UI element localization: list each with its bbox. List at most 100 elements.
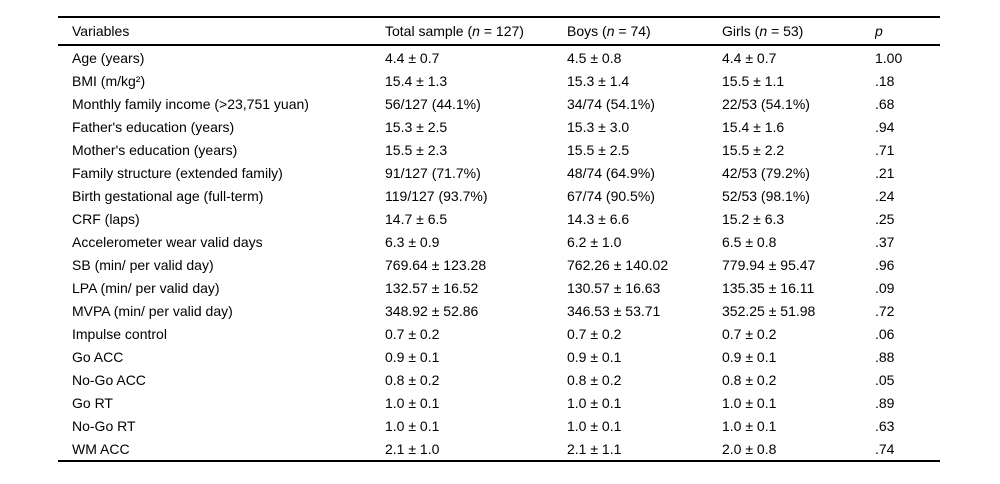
table-row: MVPA (min/ per valid day) 348.92 ± 52.86 3… <box>58 299 940 322</box>
cell-variable: No-Go ACC <box>72 371 146 388</box>
cell-total: 56/127 (44.1%) <box>385 95 481 112</box>
cell-girls: 22/53 (54.1%) <box>722 95 810 112</box>
cell-variable: Go RT <box>72 394 113 411</box>
table-row: Monthly family income (>23,751 yuan) 56/1… <box>58 92 940 115</box>
table-row: WM ACC 2.1 ± 1.0 2.1 ± 1.1 2.0 ± 0.8 .74 <box>58 437 940 461</box>
cell-total: 132.57 ± 16.52 <box>385 279 479 296</box>
cell-p: .89 <box>875 394 895 411</box>
table-row: BMI (m/kg²) 15.4 ± 1.3 15.3 ± 1.4 15.5 ± 1.… <box>58 69 940 92</box>
cell-boys: 2.1 ± 1.1 <box>567 440 622 457</box>
header-label-part: Total sample ( <box>385 23 473 39</box>
cell-boys: 14.3 ± 6.6 <box>567 210 630 227</box>
cell-total: 0.9 ± 0.1 <box>385 348 440 365</box>
cell-boys: 130.57 ± 16.63 <box>567 279 661 296</box>
cell-p: .63 <box>875 417 895 434</box>
table-body: Age (years) 4.4 ± 0.7 4.5 ± 0.8 4.4 ± 0.7 1.… <box>58 45 940 461</box>
cell-girls: 15.4 ± 1.6 <box>722 118 785 135</box>
column-header-p: p <box>875 17 940 46</box>
cell-p: .06 <box>875 325 895 342</box>
cell-total: 1.0 ± 0.1 <box>385 417 440 434</box>
cell-girls: 1.0 ± 0.1 <box>722 394 777 411</box>
cell-boys: 48/74 (64.9%) <box>567 164 655 181</box>
cell-boys: 15.3 ± 1.4 <box>567 72 630 89</box>
header-label-part: Girls ( <box>722 23 760 39</box>
cell-variable: Father's education (years) <box>72 118 235 135</box>
table-row: Birth gestational age (full-term) 119/127… <box>58 184 940 207</box>
header-label: Variables <box>72 23 130 39</box>
cell-girls: 15.5 ± 2.2 <box>722 141 785 158</box>
table-row: Go RT 1.0 ± 0.1 1.0 ± 0.1 1.0 ± 0.1 .89 <box>58 391 940 414</box>
cell-girls: 2.0 ± 0.8 <box>722 440 777 457</box>
header-label-part: = 74) <box>614 23 651 39</box>
cell-boys: 6.2 ± 1.0 <box>567 233 622 250</box>
header-label-part: = 53) <box>767 23 804 39</box>
cell-boys: 0.8 ± 0.2 <box>567 371 622 388</box>
cell-total: 0.8 ± 0.2 <box>385 371 440 388</box>
cell-girls: 4.4 ± 0.7 <box>722 49 777 66</box>
statistics-table: Variables Total sample (n = 127) Boys (n… <box>58 16 940 462</box>
cell-girls: 52/53 (98.1%) <box>722 187 810 204</box>
table-row: Mother's education (years) 15.5 ± 2.3 15.5… <box>58 138 940 161</box>
cell-p: .25 <box>875 210 895 227</box>
cell-girls: 1.0 ± 0.1 <box>722 417 777 434</box>
cell-p: .18 <box>875 72 895 89</box>
cell-p: .05 <box>875 371 895 388</box>
cell-variable: WM ACC <box>72 440 130 457</box>
cell-p: .72 <box>875 302 895 319</box>
cell-variable: LPA (min/ per valid day) <box>72 279 220 296</box>
cell-variable: Impulse control <box>72 325 167 342</box>
table-row: No-Go ACC 0.8 ± 0.2 0.8 ± 0.2 0.8 ± 0.2 .05 <box>58 368 940 391</box>
cell-boys: 762.26 ± 140.02 <box>567 256 669 273</box>
header-row: Variables Total sample (n = 127) Boys (n… <box>58 17 940 46</box>
cell-boys: 67/74 (90.5%) <box>567 187 655 204</box>
cell-boys: 4.5 ± 0.8 <box>567 49 622 66</box>
table-row: SB (min/ per valid day) 769.64 ± 123.28 76… <box>58 253 940 276</box>
table-row: Accelerometer wear valid days 6.3 ± 0.9 6.… <box>58 230 940 253</box>
cell-total: 769.64 ± 123.28 <box>385 256 487 273</box>
cell-variable: BMI (m/kg²) <box>72 72 146 89</box>
cell-variable: Family structure (extended family) <box>72 164 283 181</box>
cell-variable: No-Go RT <box>72 417 136 434</box>
cell-girls: 0.7 ± 0.2 <box>722 325 777 342</box>
cell-girls: 0.8 ± 0.2 <box>722 371 777 388</box>
header-label-italic-n: n <box>759 23 768 39</box>
cell-total: 348.92 ± 52.86 <box>385 302 479 319</box>
cell-p: .21 <box>875 164 895 181</box>
cell-boys: 1.0 ± 0.1 <box>567 394 622 411</box>
column-header-boys: Boys (n = 74) <box>567 17 722 46</box>
cell-total: 4.4 ± 0.7 <box>385 49 440 66</box>
cell-boys: 346.53 ± 53.71 <box>567 302 661 319</box>
cell-total: 6.3 ± 0.9 <box>385 233 440 250</box>
column-header-total-sample: Total sample (n = 127) <box>385 17 567 46</box>
column-header-variables: Variables <box>58 17 385 46</box>
header-label-italic-n: n <box>606 23 615 39</box>
header-label-italic-n: n <box>472 23 480 39</box>
cell-girls: 352.25 ± 51.98 <box>722 302 816 319</box>
cell-total: 119/127 (93.7%) <box>385 187 488 204</box>
cell-variable: MVPA (min/ per valid day) <box>72 302 233 319</box>
cell-variable: Birth gestational age (full-term) <box>72 187 264 204</box>
column-header-girls: Girls (n = 53) <box>722 17 875 46</box>
cell-total: 15.4 ± 1.3 <box>385 72 448 89</box>
cell-variable: SB (min/ per valid day) <box>72 256 214 273</box>
cell-p: .68 <box>875 95 895 112</box>
table-row: No-Go RT 1.0 ± 0.1 1.0 ± 0.1 1.0 ± 0.1 .63 <box>58 414 940 437</box>
cell-variable: Age (years) <box>72 49 145 66</box>
cell-boys: 15.3 ± 3.0 <box>567 118 630 135</box>
cell-total: 1.0 ± 0.1 <box>385 394 440 411</box>
table-row: CRF (laps) 14.7 ± 6.5 14.3 ± 6.6 15.2 ± 6.3… <box>58 207 940 230</box>
cell-p: .71 <box>875 141 895 158</box>
cell-girls: 6.5 ± 0.8 <box>722 233 777 250</box>
table-row: Father's education (years) 15.3 ± 2.5 15.3… <box>58 115 940 138</box>
cell-total: 91/127 (71.7%) <box>385 164 481 181</box>
table-row: Impulse control 0.7 ± 0.2 0.7 ± 0.2 0.7 ± 0… <box>58 322 940 345</box>
cell-total: 0.7 ± 0.2 <box>385 325 440 342</box>
cell-boys: 0.9 ± 0.1 <box>567 348 622 365</box>
cell-p: .24 <box>875 187 895 204</box>
cell-boys: 1.0 ± 0.1 <box>567 417 622 434</box>
cell-p: .09 <box>875 279 895 296</box>
cell-boys: 34/74 (54.1%) <box>567 95 655 112</box>
cell-girls: 15.2 ± 6.3 <box>722 210 785 227</box>
header-label-part: Boys ( <box>567 23 607 39</box>
